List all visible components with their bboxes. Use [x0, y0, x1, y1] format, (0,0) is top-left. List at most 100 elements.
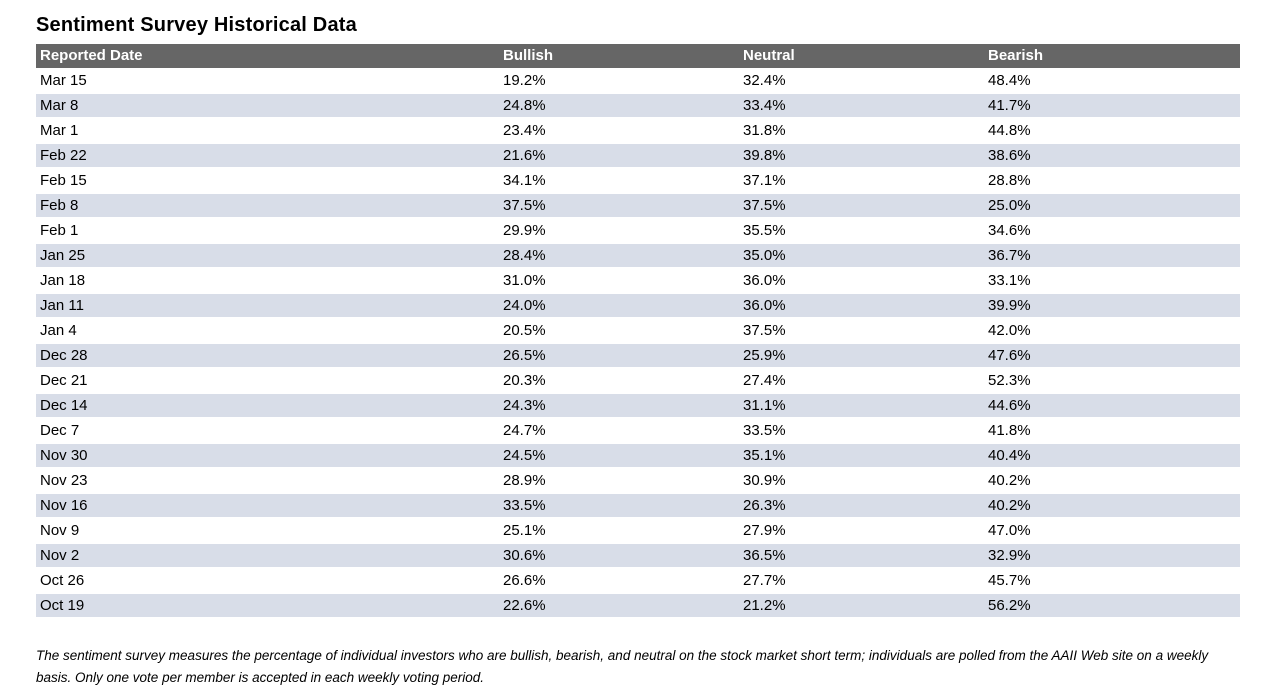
cell-neutral: 37.5%: [739, 318, 984, 344]
cell-neutral: 32.4%: [739, 68, 984, 94]
cell-bearish: 41.8%: [984, 418, 1240, 444]
cell-bearish: 47.6%: [984, 343, 1240, 369]
cell-bearish: 40.2%: [984, 468, 1240, 494]
cell-bearish: 42.0%: [984, 318, 1240, 344]
cell-reported-date: Feb 1: [36, 218, 499, 244]
cell-neutral: 35.1%: [739, 443, 984, 469]
cell-bearish: 56.2%: [984, 593, 1240, 619]
cell-bearish: 34.6%: [984, 218, 1240, 244]
table-row: Feb 22 21.6% 39.8% 38.6%: [36, 143, 1240, 169]
cell-bullish: 26.5%: [499, 343, 739, 369]
sentiment-table: Reported Date Bullish Neutral Bearish Ma…: [36, 44, 1240, 619]
cell-bullish: 20.5%: [499, 318, 739, 344]
cell-reported-date: Oct 26: [36, 568, 499, 594]
table-row: Dec 28 26.5% 25.9% 47.6%: [36, 343, 1240, 369]
table-row: Jan 25 28.4% 35.0% 36.7%: [36, 243, 1240, 269]
survey-footnote: The sentiment survey measures the percen…: [36, 648, 1209, 685]
table-row: Feb 8 37.5% 37.5% 25.0%: [36, 193, 1240, 219]
cell-reported-date: Dec 7: [36, 418, 499, 444]
cell-bullish: 20.3%: [499, 368, 739, 394]
cell-reported-date: Feb 22: [36, 143, 499, 169]
cell-bearish: 39.9%: [984, 293, 1240, 319]
cell-reported-date: Jan 18: [36, 268, 499, 294]
cell-bearish: 41.7%: [984, 93, 1240, 119]
cell-bullish: 34.1%: [499, 168, 739, 194]
page-title: Sentiment Survey Historical Data: [36, 14, 357, 36]
cell-reported-date: Nov 30: [36, 443, 499, 469]
cell-neutral: 39.8%: [739, 143, 984, 169]
cell-neutral: 27.7%: [739, 568, 984, 594]
cell-bullish: 21.6%: [499, 143, 739, 169]
cell-bullish: 24.0%: [499, 293, 739, 319]
cell-neutral: 33.5%: [739, 418, 984, 444]
cell-bearish: 44.6%: [984, 393, 1240, 419]
cell-bearish: 25.0%: [984, 193, 1240, 219]
cell-reported-date: Nov 2: [36, 543, 499, 569]
cell-neutral: 36.0%: [739, 268, 984, 294]
cell-reported-date: Dec 14: [36, 393, 499, 419]
cell-bearish: 32.9%: [984, 543, 1240, 569]
cell-bullish: 33.5%: [499, 493, 739, 519]
cell-neutral: 27.9%: [739, 518, 984, 544]
table-row: Nov 16 33.5% 26.3% 40.2%: [36, 493, 1240, 519]
cell-neutral: 36.5%: [739, 543, 984, 569]
cell-bullish: 24.5%: [499, 443, 739, 469]
cell-neutral: 27.4%: [739, 368, 984, 394]
cell-bearish: 47.0%: [984, 518, 1240, 544]
table-row: Nov 23 28.9% 30.9% 40.2%: [36, 468, 1240, 494]
table-row: Oct 19 22.6% 21.2% 56.2%: [36, 593, 1240, 619]
cell-reported-date: Oct 19: [36, 593, 499, 619]
cell-reported-date: Mar 1: [36, 118, 499, 144]
table-row: Dec 7 24.7% 33.5% 41.8%: [36, 418, 1240, 444]
cell-reported-date: Mar 15: [36, 68, 499, 94]
cell-neutral: 37.1%: [739, 168, 984, 194]
cell-reported-date: Nov 16: [36, 493, 499, 519]
cell-reported-date: Jan 25: [36, 243, 499, 269]
cell-bullish: 37.5%: [499, 193, 739, 219]
header-row: Reported Date Bullish Neutral Bearish: [36, 44, 1240, 68]
cell-neutral: 35.0%: [739, 243, 984, 269]
table-row: Nov 30 24.5% 35.1% 40.4%: [36, 443, 1240, 469]
cell-neutral: 25.9%: [739, 343, 984, 369]
table-header: Reported Date Bullish Neutral Bearish: [36, 44, 1240, 68]
cell-neutral: 31.8%: [739, 118, 984, 144]
cell-bullish: 24.8%: [499, 93, 739, 119]
cell-bullish: 28.4%: [499, 243, 739, 269]
column-header-reported-date: Reported Date: [36, 44, 499, 68]
cell-reported-date: Dec 21: [36, 368, 499, 394]
table-row: Nov 2 30.6% 36.5% 32.9%: [36, 543, 1240, 569]
cell-bearish: 40.4%: [984, 443, 1240, 469]
cell-reported-date: Mar 8: [36, 93, 499, 119]
cell-reported-date: Dec 28: [36, 343, 499, 369]
column-header-bearish: Bearish: [984, 44, 1240, 68]
cell-reported-date: Nov 23: [36, 468, 499, 494]
table-row: Jan 11 24.0% 36.0% 39.9%: [36, 293, 1240, 319]
column-header-neutral: Neutral: [739, 44, 984, 68]
cell-reported-date: Jan 11: [36, 293, 499, 319]
table-row: Mar 1 23.4% 31.8% 44.8%: [36, 118, 1240, 144]
cell-bullish: 29.9%: [499, 218, 739, 244]
cell-reported-date: Jan 4: [36, 318, 499, 344]
column-header-bullish: Bullish: [499, 44, 739, 68]
cell-neutral: 26.3%: [739, 493, 984, 519]
cell-bullish: 28.9%: [499, 468, 739, 494]
table-row: Jan 4 20.5% 37.5% 42.0%: [36, 318, 1240, 344]
table-row: Feb 15 34.1% 37.1% 28.8%: [36, 168, 1240, 194]
cell-bearish: 45.7%: [984, 568, 1240, 594]
cell-bearish: 48.4%: [984, 68, 1240, 94]
table-row: Oct 26 26.6% 27.7% 45.7%: [36, 568, 1240, 594]
cell-bullish: 26.6%: [499, 568, 739, 594]
cell-bullish: 23.4%: [499, 118, 739, 144]
table-row: Dec 14 24.3% 31.1% 44.6%: [36, 393, 1240, 419]
table-row: Mar 15 19.2% 32.4% 48.4%: [36, 68, 1240, 94]
cell-bearish: 28.8%: [984, 168, 1240, 194]
table-row: Feb 1 29.9% 35.5% 34.6%: [36, 218, 1240, 244]
cell-bullish: 24.3%: [499, 393, 739, 419]
cell-neutral: 36.0%: [739, 293, 984, 319]
cell-bullish: 24.7%: [499, 418, 739, 444]
cell-bullish: 30.6%: [499, 543, 739, 569]
cell-reported-date: Feb 8: [36, 193, 499, 219]
cell-reported-date: Nov 9: [36, 518, 499, 544]
cell-bullish: 31.0%: [499, 268, 739, 294]
